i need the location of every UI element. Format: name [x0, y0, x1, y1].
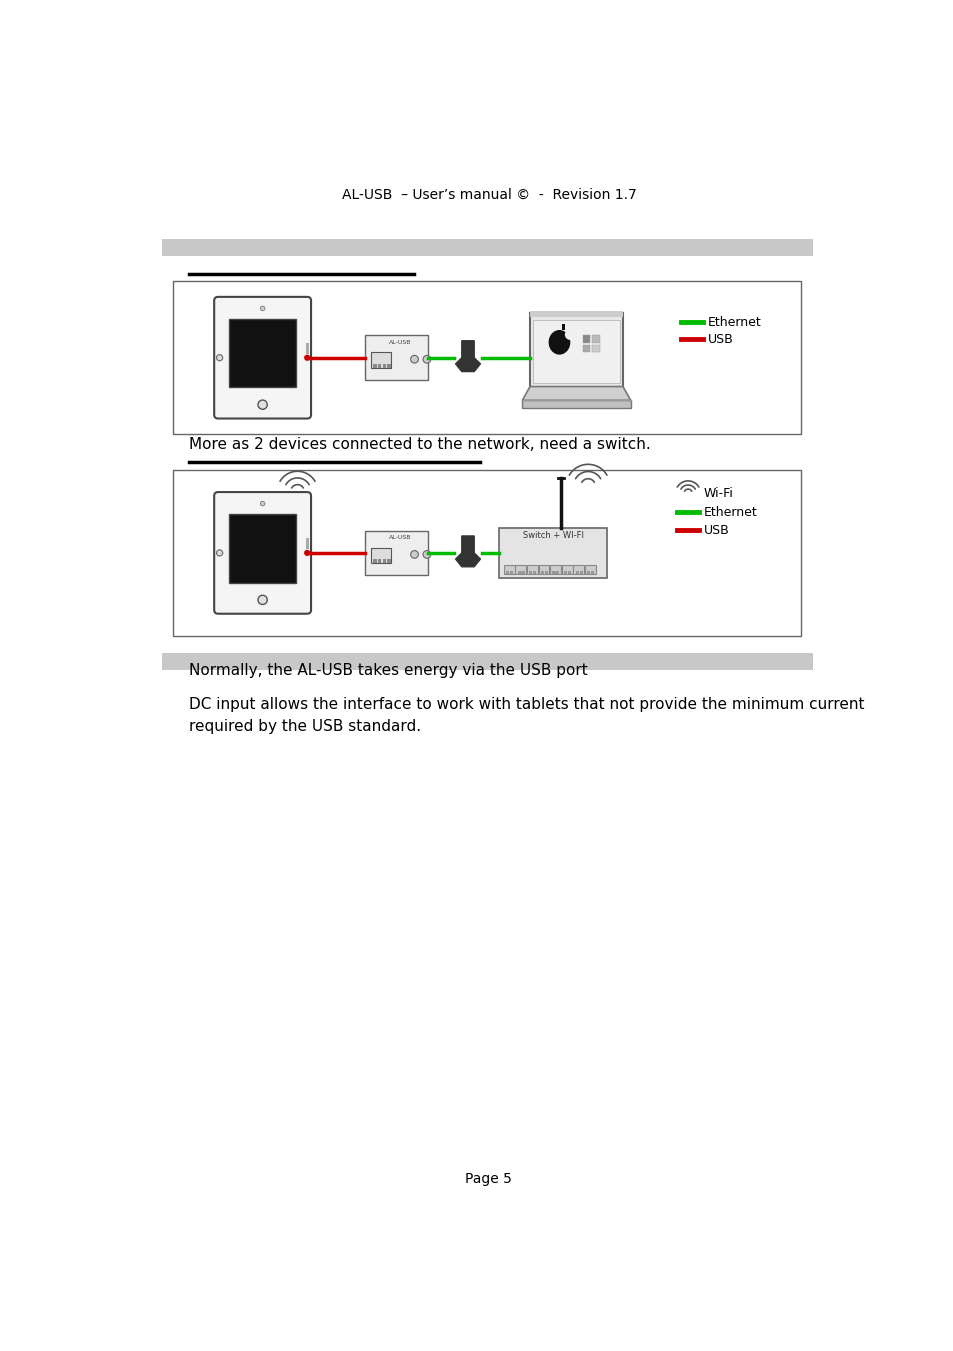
Bar — [592, 335, 599, 343]
Bar — [544, 571, 547, 574]
Text: AL-USB  – User’s manual ©  -  Revision 1.7: AL-USB – User’s manual © - Revision 1.7 — [341, 188, 636, 201]
Bar — [530, 311, 622, 317]
Bar — [229, 319, 296, 388]
Circle shape — [216, 354, 222, 361]
Bar — [387, 363, 390, 367]
Bar — [533, 571, 536, 574]
Bar — [387, 559, 390, 563]
Bar — [529, 571, 532, 574]
Bar — [533, 320, 619, 384]
Bar — [498, 528, 607, 577]
Bar — [173, 281, 801, 434]
Bar — [563, 571, 567, 574]
Ellipse shape — [548, 330, 570, 354]
Bar — [305, 538, 309, 549]
Bar — [373, 559, 376, 563]
Text: Normally, the AL-USB takes energy via the USB port: Normally, the AL-USB takes energy via th… — [189, 663, 587, 678]
FancyBboxPatch shape — [214, 297, 311, 419]
Bar — [592, 345, 599, 353]
Bar — [382, 363, 385, 367]
Bar — [371, 547, 391, 563]
Bar — [305, 343, 309, 354]
Bar — [517, 571, 520, 574]
Bar — [509, 571, 513, 574]
Text: More as 2 devices connected to the network, need a switch.: More as 2 devices connected to the netwo… — [189, 438, 650, 453]
Ellipse shape — [564, 330, 575, 340]
Circle shape — [257, 400, 267, 409]
Polygon shape — [456, 536, 480, 567]
Text: Ethernet: Ethernet — [703, 507, 757, 519]
Bar — [591, 571, 594, 574]
Circle shape — [260, 307, 265, 311]
Circle shape — [257, 596, 267, 604]
Bar — [550, 565, 560, 574]
Circle shape — [422, 355, 431, 363]
Bar — [505, 571, 509, 574]
Bar — [579, 571, 582, 574]
FancyBboxPatch shape — [214, 492, 311, 613]
Bar — [229, 515, 296, 582]
Text: Page 5: Page 5 — [465, 1171, 512, 1186]
Bar — [526, 565, 537, 574]
Text: USB: USB — [707, 332, 733, 346]
Bar — [556, 571, 558, 574]
Bar — [584, 565, 596, 574]
Text: Switch + WI-FI: Switch + WI-FI — [522, 531, 583, 540]
Bar — [365, 335, 428, 380]
Text: Ethernet: Ethernet — [707, 316, 760, 328]
Bar — [573, 565, 583, 574]
Bar — [552, 571, 555, 574]
Circle shape — [410, 355, 418, 363]
Bar — [521, 400, 630, 408]
Bar — [373, 363, 376, 367]
Bar — [173, 470, 801, 636]
Circle shape — [304, 550, 310, 557]
Bar — [503, 565, 514, 574]
Polygon shape — [456, 340, 480, 372]
Bar — [371, 353, 391, 367]
Circle shape — [216, 550, 222, 557]
Circle shape — [260, 501, 265, 505]
Bar — [162, 654, 812, 670]
Bar — [365, 531, 428, 576]
Text: AL-USB: AL-USB — [389, 535, 412, 540]
Bar — [575, 571, 578, 574]
Text: Wi-Fi: Wi-Fi — [703, 486, 733, 500]
Circle shape — [410, 551, 418, 558]
Bar — [587, 571, 590, 574]
Bar — [162, 239, 812, 257]
Bar — [567, 571, 571, 574]
Circle shape — [304, 354, 310, 361]
Bar — [530, 313, 622, 386]
Polygon shape — [521, 386, 630, 400]
Bar — [561, 565, 572, 574]
Bar — [540, 571, 543, 574]
Bar — [377, 559, 381, 563]
Bar — [561, 324, 564, 330]
Text: USB: USB — [703, 524, 729, 536]
Text: DC input allows the interface to work with tablets that not provide the minimum : DC input allows the interface to work wi… — [189, 697, 863, 735]
Bar — [521, 571, 524, 574]
Bar — [582, 345, 590, 353]
Bar — [377, 363, 381, 367]
Bar — [537, 565, 549, 574]
Text: AL-USB: AL-USB — [389, 340, 412, 345]
Bar — [515, 565, 525, 574]
Bar — [582, 335, 590, 343]
Bar — [382, 559, 385, 563]
Circle shape — [422, 551, 431, 558]
